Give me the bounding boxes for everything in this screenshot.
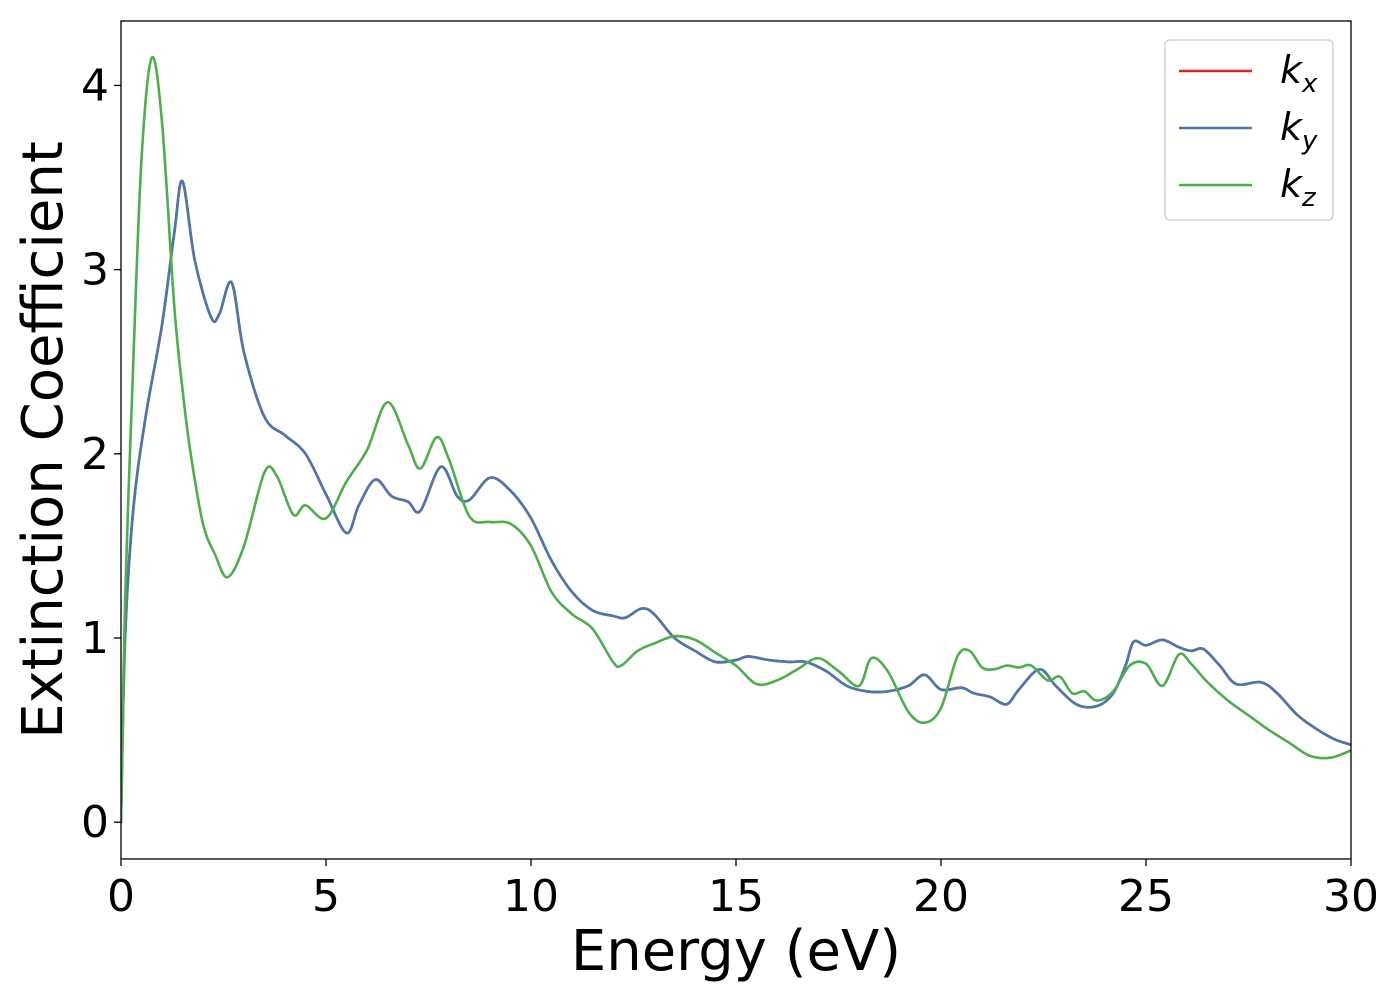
x-tick-label: 5 <box>312 871 340 922</box>
y-tick-label: 2 <box>81 429 109 480</box>
legend-label-subscript: x <box>1301 69 1318 99</box>
x-tick-label: 20 <box>913 871 969 922</box>
plot-background <box>121 21 1351 859</box>
y-tick-label: 3 <box>81 245 109 296</box>
y-tick-label: 0 <box>81 797 109 848</box>
legend-label-x: kx <box>1280 48 1318 99</box>
y-axis: 0 1 2 3 4 <box>81 60 121 848</box>
x-tick-label: 0 <box>107 871 135 922</box>
legend-label-base: k <box>1280 48 1304 92</box>
y-axis-label: Extinction Coefficient <box>11 141 76 739</box>
x-tick-label: 15 <box>708 871 764 922</box>
series-line-k-y <box>121 179 1351 824</box>
legend-label-subscript: z <box>1301 183 1317 213</box>
series-line-k-z <box>121 55 1351 824</box>
x-tick-label: 10 <box>503 871 559 922</box>
x-tick-label: 30 <box>1323 871 1379 922</box>
series-layer <box>121 55 1351 824</box>
legend-label-subscript: y <box>1301 126 1318 156</box>
legend-label-y: ky <box>1280 105 1318 156</box>
x-tick-label: 25 <box>1118 871 1174 922</box>
legend-label-base: k <box>1280 105 1304 149</box>
legend-label-base: k <box>1280 162 1304 206</box>
legend-frame <box>1164 39 1334 221</box>
x-axis-label: Energy (eV) <box>571 919 901 984</box>
y-tick-label: 4 <box>81 60 109 111</box>
x-axis: 0 5 10 15 20 25 30 <box>107 859 1379 922</box>
legend-label-z: kz <box>1280 162 1317 213</box>
y-tick-label: 1 <box>81 613 109 664</box>
